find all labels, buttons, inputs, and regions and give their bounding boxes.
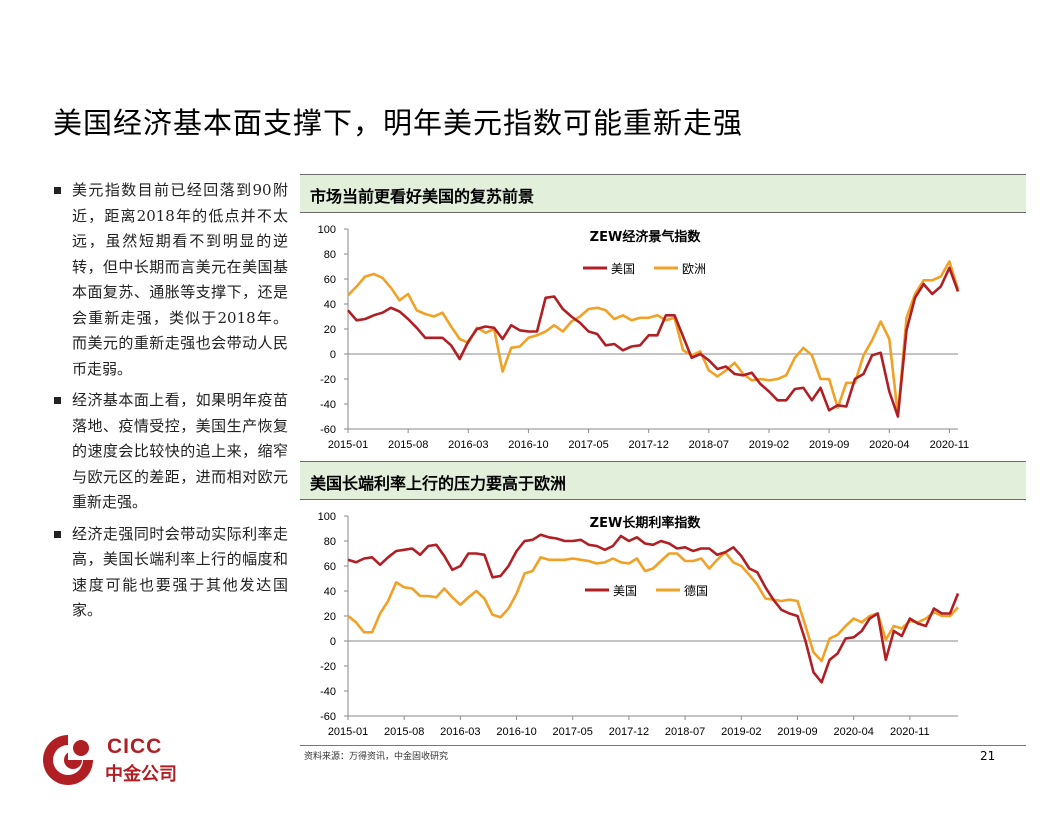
x-tick-label: 2020-11 <box>890 726 930 738</box>
bullet-item: 经济基本面上看，如果明年疫苗落地、疫情受控，美国生产恢复的速度会比较快的追上来，… <box>52 388 288 516</box>
x-tick-label: 2020-04 <box>869 439 909 451</box>
x-tick-label: 2015-08 <box>388 439 428 451</box>
x-tick-label: 2020-11 <box>930 439 970 451</box>
x-tick-label: 2016-10 <box>508 439 548 451</box>
x-tick-label: 2019-09 <box>809 439 849 451</box>
logo-text-cn: 中金公司 <box>105 764 177 785</box>
y-tick-label: 0 <box>330 636 336 648</box>
legend-label: 美国 <box>611 262 635 276</box>
source-note: 资料来源：万得资讯，中金固收研究 <box>304 752 449 762</box>
chart-title: ZEW经济景气指数 <box>590 229 702 245</box>
x-tick-label: 2018-07 <box>665 726 705 738</box>
x-tick-label: 2018-07 <box>689 439 729 451</box>
page-number: 21 <box>980 749 996 763</box>
legend-label: 欧洲 <box>682 262 706 276</box>
bullet-item: 经济走强同时会带动实际利率走高，美国长端利率上行的幅度和速度可能也要强于其他发达… <box>52 522 288 624</box>
x-tick-label: 2020-04 <box>833 726 873 738</box>
x-tick-label: 2016-03 <box>448 439 488 451</box>
panel-title-2: 美国长端利率上行的压力要高于欧洲 <box>310 474 567 493</box>
x-tick-label: 2015-08 <box>384 726 424 738</box>
y-tick-label: 60 <box>324 274 336 286</box>
x-tick-label: 2017-12 <box>629 439 669 451</box>
y-tick-label: -20 <box>320 374 336 386</box>
series-line-us <box>347 533 960 684</box>
zew-long-rate-chart: 100 80 60 40 20 0 -20 -40 -60 2015-01 2015-08 2016-… <box>318 511 960 738</box>
y-tick-label: 20 <box>324 611 336 623</box>
y-tick-label: 0 <box>330 349 336 361</box>
x-tick-label: 2019-09 <box>777 726 817 738</box>
series-line-eu <box>347 550 959 663</box>
y-tick-label: -20 <box>320 661 336 673</box>
legend-label: 美国 <box>613 584 637 598</box>
x-tick-label: 2016-03 <box>440 726 480 738</box>
chart-title: ZEW长期利率指数 <box>590 515 702 531</box>
y-tick-label: 60 <box>324 561 336 573</box>
bullet-list: 美元指数目前已经回落到90附近，距离2018年的低点并不太远，虽然短期看不到明显… <box>52 178 288 630</box>
x-tick-label: 2015-01 <box>328 726 368 738</box>
zew-sentiment-chart: 100 80 60 40 20 0 -20 -40 -60 2015-01 2015-08 2016-… <box>318 224 970 451</box>
x-tick-label: 2017-05 <box>568 439 608 451</box>
y-tick-label: -60 <box>320 711 336 723</box>
y-tick-label: -40 <box>320 686 336 698</box>
x-tick-label: 2015-01 <box>328 439 368 451</box>
y-tick-label: -60 <box>320 424 336 436</box>
cicc-logo-icon <box>43 735 95 785</box>
logo-text-en: CICC <box>107 735 163 758</box>
x-tick-label: 2017-05 <box>553 726 593 738</box>
x-tick-label: 2019-02 <box>749 439 789 451</box>
x-tick-label: 2019-02 <box>721 726 761 738</box>
y-tick-label: 40 <box>324 586 336 598</box>
footer-divider <box>300 745 1026 746</box>
y-tick-label: 80 <box>324 536 336 548</box>
chart-panel-header-2: 美国长端利率上行的压力要高于欧洲 <box>300 461 1026 500</box>
series-line-us <box>347 266 960 418</box>
panel-title-1: 市场当前更看好美国的复苏前景 <box>310 187 535 206</box>
chart-panel-header-1: 市场当前更看好美国的复苏前景 <box>300 174 1026 213</box>
bullet-item: 美元指数目前已经回落到90附近，距离2018年的低点并不太远，虽然短期看不到明显… <box>52 178 288 382</box>
legend-label: 德国 <box>684 583 708 598</box>
y-tick-label: 100 <box>318 224 336 236</box>
y-tick-label: 40 <box>324 299 336 311</box>
y-tick-label: 20 <box>324 324 336 336</box>
y-tick-label: 100 <box>318 511 336 523</box>
y-tick-label: -40 <box>320 399 336 411</box>
page-title: 美国经济基本面支撑下，明年美元指数可能重新走强 <box>53 106 744 140</box>
x-tick-label: 2016-10 <box>496 726 536 738</box>
x-tick-label: 2017-12 <box>609 726 649 738</box>
y-tick-label: 80 <box>324 249 336 261</box>
